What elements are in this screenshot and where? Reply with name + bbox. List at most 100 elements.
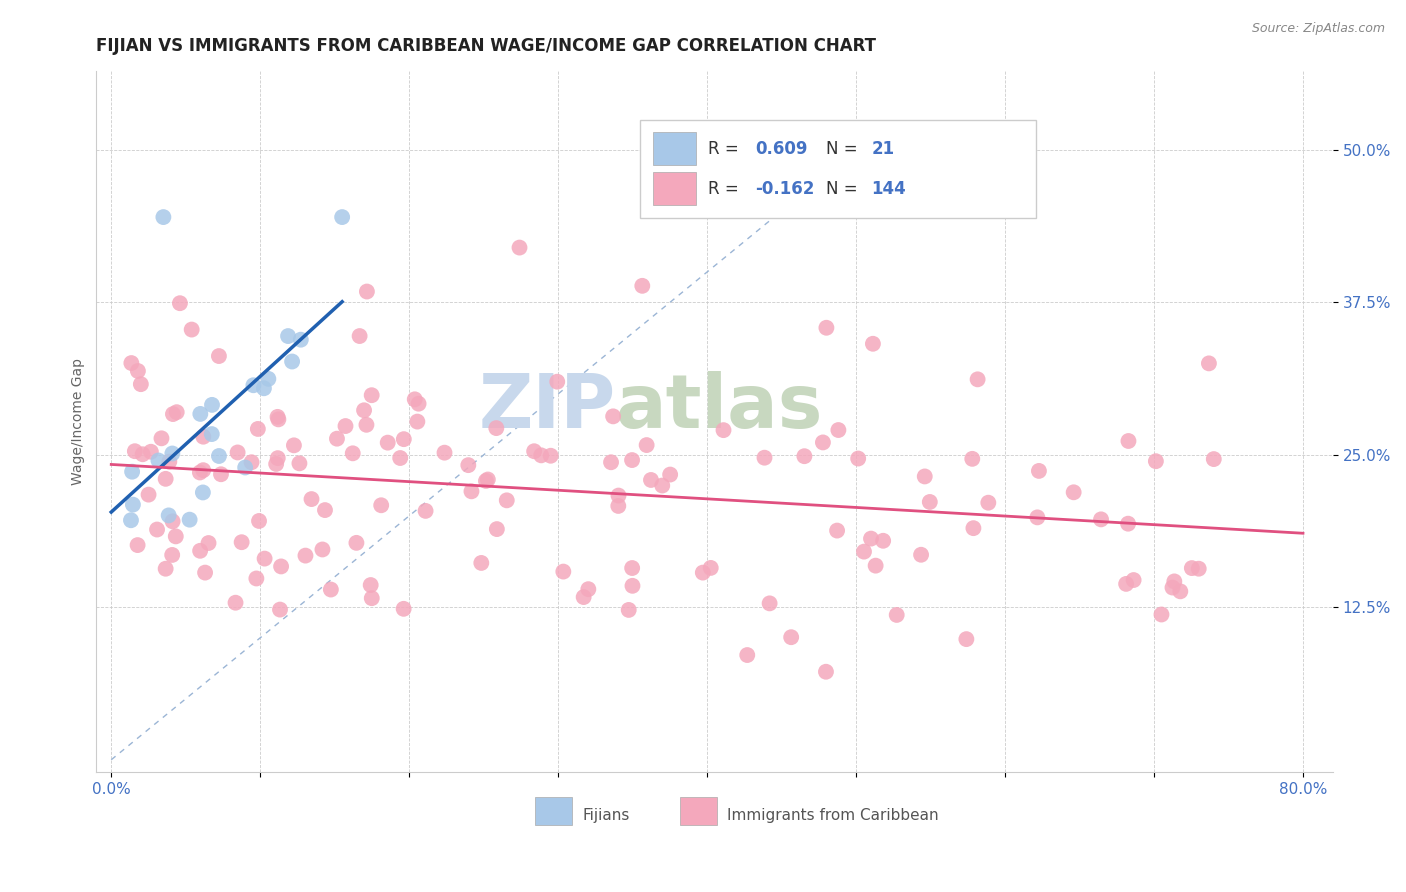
Point [485,421,508,435]
Point [326,432,349,446]
Point [389,450,412,465]
Point [758,596,780,610]
Text: N =: N = [825,179,863,197]
Point [242,378,264,392]
Point [659,467,682,482]
Text: Source: ZipAtlas.com: Source: ZipAtlas.com [1251,22,1385,36]
Point [349,329,371,343]
Point [138,488,160,502]
Point [162,446,184,460]
Point [853,544,876,558]
Point [546,375,568,389]
Point [433,445,456,459]
Text: R =: R = [709,139,744,158]
Point [162,514,184,528]
Point [335,419,357,434]
Text: N =: N = [825,139,863,158]
Point [301,492,323,507]
Point [319,582,342,597]
Point [346,536,368,550]
Y-axis label: Wage/Income Gap: Wage/Income Gap [72,358,86,485]
Point [735,648,758,662]
Point [475,474,498,488]
Point [148,453,170,467]
Point [225,596,247,610]
Point [127,538,149,552]
Point [1118,434,1140,448]
Point [356,417,378,432]
Point [127,364,149,378]
Point [1122,573,1144,587]
Point [330,210,353,224]
Point [872,533,894,548]
Point [862,336,884,351]
Point [294,549,316,563]
Point [1181,561,1204,575]
Point [180,322,202,336]
Text: FIJIAN VS IMMIGRANTS FROM CARIBBEAN WAGE/INCOME GAP CORRELATION CHART: FIJIAN VS IMMIGRANTS FROM CARIBBEAN WAGE… [97,37,876,55]
Point [470,556,492,570]
Text: 21: 21 [872,139,894,158]
Point [253,381,276,395]
Point [1028,464,1050,478]
Point [377,435,399,450]
FancyBboxPatch shape [640,120,1036,218]
Point [1150,607,1173,622]
Point [825,524,848,538]
Point [600,455,623,469]
FancyBboxPatch shape [536,797,572,824]
Point [780,630,803,644]
Point [157,455,180,469]
Point [617,603,640,617]
Point [146,523,169,537]
Point [290,333,312,347]
Point [1163,574,1185,589]
Text: 144: 144 [872,179,907,197]
Point [139,444,162,458]
Point [281,354,304,368]
Point [264,457,287,471]
Point [201,427,224,442]
Point [353,403,375,417]
Point [247,514,270,528]
Point [121,465,143,479]
Point [1090,512,1112,526]
Point [188,466,211,480]
Point [495,493,517,508]
Point [415,504,437,518]
Point [572,590,595,604]
Point [966,372,988,386]
Point [360,388,382,402]
Point [404,392,426,407]
Point [692,566,714,580]
Point [209,467,232,482]
Text: R =: R = [709,179,744,197]
Point [713,423,735,437]
Point [152,210,174,224]
Point [245,572,267,586]
Point [277,329,299,343]
Point [191,485,214,500]
Point [288,456,311,470]
Point [360,578,382,592]
Point [1168,584,1191,599]
Point [155,562,177,576]
Point [1188,562,1211,576]
Point [621,561,644,575]
Point [962,451,984,466]
Point [607,499,630,513]
FancyBboxPatch shape [681,797,717,824]
Point [640,473,662,487]
Point [120,356,142,370]
Point [194,566,217,580]
Point [166,405,188,419]
Text: atlas: atlas [616,371,823,444]
Point [129,377,152,392]
Point [1198,356,1220,370]
Point [408,397,430,411]
Point [460,484,482,499]
Point [1026,510,1049,524]
Point [269,602,291,616]
Point [193,463,215,477]
Point [918,495,941,509]
